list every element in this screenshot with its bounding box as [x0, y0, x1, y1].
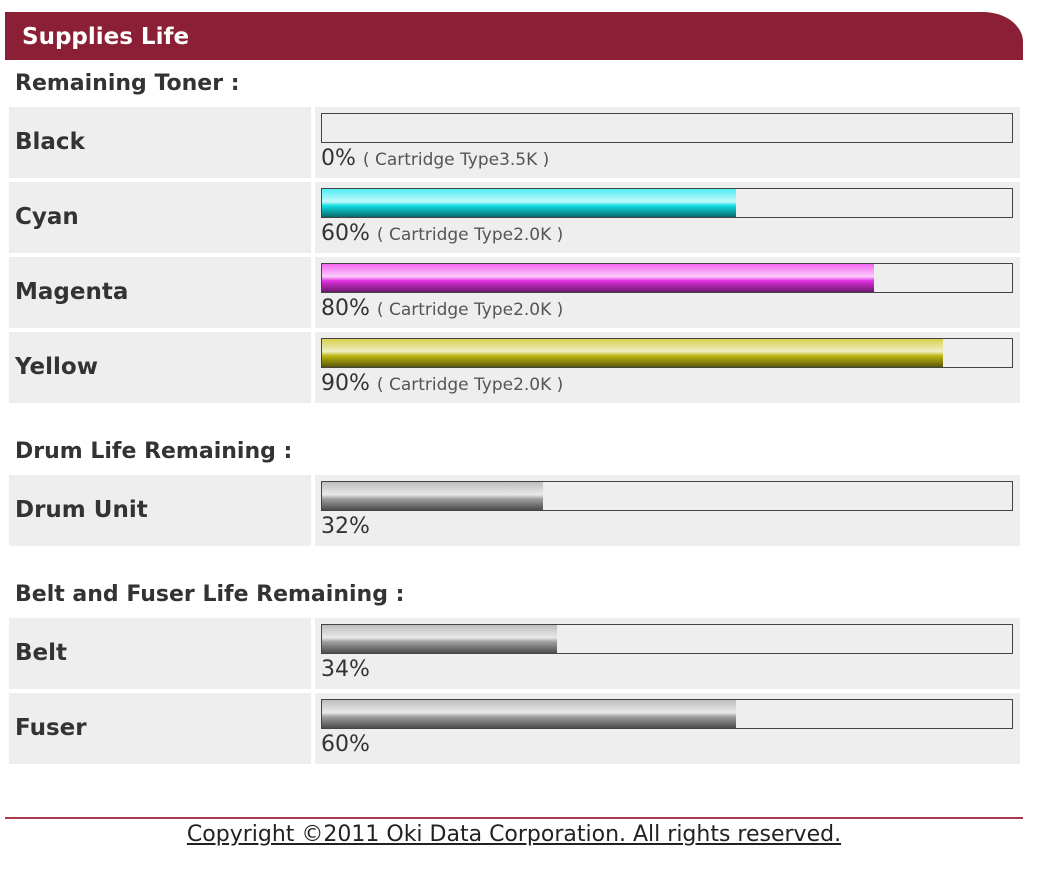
supply-name: Magenta: [9, 257, 311, 328]
supply-cell: 60%: [315, 693, 1020, 764]
supply-cell: 34%: [315, 618, 1020, 689]
supply-name: Yellow: [9, 332, 311, 403]
percent-label: 60%: [321, 221, 370, 246]
section-heading: Belt and Fuser Life Remaining :: [15, 582, 405, 607]
cartridge-note: ( Cartridge Type3.5K ): [362, 150, 550, 170]
section-heading: Drum Life Remaining :: [15, 439, 293, 464]
percent-label: 0%: [321, 146, 356, 171]
level-fill: [322, 700, 736, 728]
level-text: 60%: [321, 731, 370, 759]
percent-label: 34%: [321, 657, 370, 682]
level-fill: [322, 339, 943, 367]
supply-cell: 32%: [315, 475, 1020, 546]
supply-cell: 0% ( Cartridge Type3.5K ): [315, 107, 1020, 178]
fill-shine: [322, 189, 736, 217]
footer-rule: [5, 817, 1023, 819]
level-text: 32%: [321, 513, 370, 541]
level-bar: [321, 699, 1013, 729]
level-fill: [322, 482, 543, 510]
level-text: 90% ( Cartridge Type2.0K ): [321, 370, 563, 399]
level-fill: [322, 189, 736, 217]
fill-shine: [322, 482, 543, 510]
level-bar: [321, 113, 1013, 143]
supply-name: Drum Unit: [9, 475, 311, 546]
level-text: 80% ( Cartridge Type2.0K ): [321, 295, 563, 324]
fill-shine: [322, 625, 557, 653]
supply-cell: 60% ( Cartridge Type2.0K ): [315, 182, 1020, 253]
supply-name: Cyan: [9, 182, 311, 253]
supply-name: Black: [9, 107, 311, 178]
supply-cell: 80% ( Cartridge Type2.0K ): [315, 257, 1020, 328]
level-fill: [322, 264, 874, 292]
supply-name: Fuser: [9, 693, 311, 764]
fill-shine: [322, 264, 874, 292]
percent-label: 60%: [321, 732, 370, 757]
level-text: 0% ( Cartridge Type3.5K ): [321, 145, 549, 174]
level-bar: [321, 481, 1013, 511]
supply-cell: 90% ( Cartridge Type2.0K ): [315, 332, 1020, 403]
level-fill: [322, 625, 557, 653]
percent-label: 80%: [321, 296, 370, 321]
fill-shine: [322, 339, 943, 367]
level-bar: [321, 263, 1013, 293]
cartridge-note: ( Cartridge Type2.0K ): [376, 375, 564, 395]
cartridge-note: ( Cartridge Type2.0K ): [376, 225, 564, 245]
header-title: Supplies Life: [5, 12, 1023, 60]
level-bar: [321, 188, 1013, 218]
level-bar: [321, 624, 1013, 654]
level-text: 34%: [321, 656, 370, 684]
percent-label: 90%: [321, 371, 370, 396]
section-heading: Remaining Toner :: [15, 71, 240, 96]
cartridge-note: ( Cartridge Type2.0K ): [376, 300, 564, 320]
copyright[interactable]: Copyright ©2011 Oki Data Corporation. Al…: [186, 822, 842, 847]
percent-label: 32%: [321, 514, 370, 539]
fill-shine: [322, 700, 736, 728]
level-bar: [321, 338, 1013, 368]
supply-name: Belt: [9, 618, 311, 689]
level-text: 60% ( Cartridge Type2.0K ): [321, 220, 563, 249]
